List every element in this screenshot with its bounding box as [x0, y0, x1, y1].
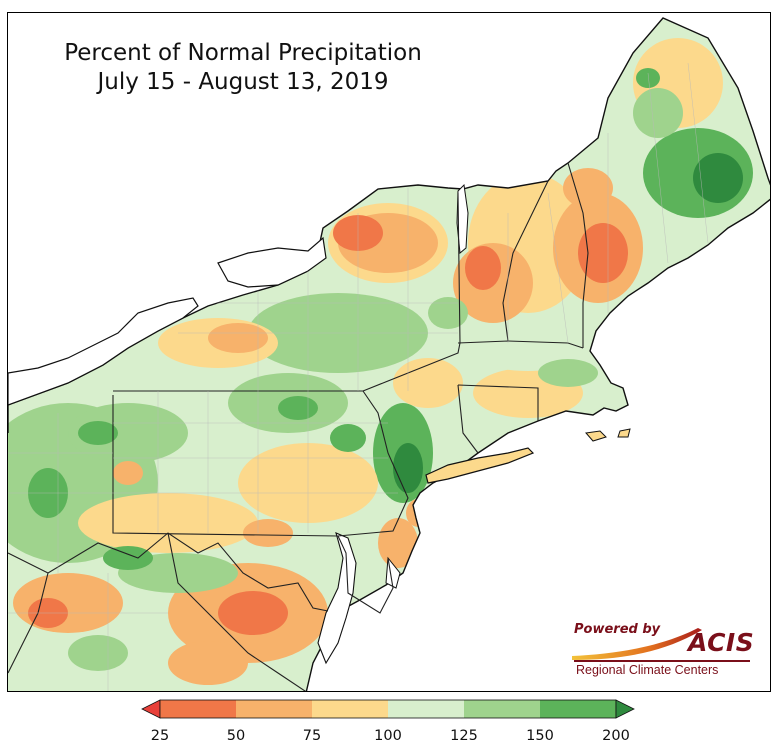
- logo-name: ACIS: [688, 628, 755, 657]
- logo-divider: [574, 660, 750, 662]
- state-borders: [8, 162, 589, 691]
- lake-erie: [8, 297, 199, 406]
- lake-ontario: [217, 236, 327, 288]
- marthas-vineyard: [585, 430, 607, 442]
- map-frame: Percent of Normal Precipitation July 15 …: [7, 12, 771, 692]
- color-legend: 25 50 75 100 125 150 200: [138, 696, 638, 750]
- legend-bin: [312, 700, 388, 718]
- nantucket: [617, 428, 631, 438]
- legend-under-arrow: [141, 699, 161, 719]
- legend-bin: [464, 700, 540, 718]
- long-island: [425, 447, 535, 484]
- acis-logo: Powered by ACIS Regional Climate Centers: [568, 620, 758, 682]
- legend-tick-label: 200: [602, 728, 630, 744]
- legend-bin: [236, 700, 312, 718]
- lake-champlain: [456, 183, 469, 254]
- precipitation-map: [8, 17, 770, 691]
- title-line-1: Percent of Normal Precipitation: [64, 40, 422, 66]
- legend-tick-label: 150: [526, 728, 554, 744]
- legend-bin: [540, 700, 616, 718]
- title-line-2: July 15 - August 13, 2019: [97, 69, 389, 95]
- legend-tick-label: 50: [226, 728, 246, 744]
- logo-swoosh: [572, 628, 702, 660]
- legend-over-arrow: [615, 699, 635, 719]
- map-title: Percent of Normal Precipitation July 15 …: [48, 39, 438, 97]
- logo-powered-by: Powered by: [574, 622, 661, 637]
- legend-bin: [160, 700, 236, 718]
- legend-tick-label: 25: [150, 728, 170, 744]
- legend-tick-label: 125: [450, 728, 478, 744]
- legend-tick-label: 100: [374, 728, 402, 744]
- legend-colorbar: [141, 699, 635, 719]
- county-lines: [8, 62, 709, 691]
- legend-tick-label: 75: [302, 728, 322, 744]
- logo-subtitle: Regional Climate Centers: [576, 663, 719, 677]
- legend-bin: [388, 700, 464, 718]
